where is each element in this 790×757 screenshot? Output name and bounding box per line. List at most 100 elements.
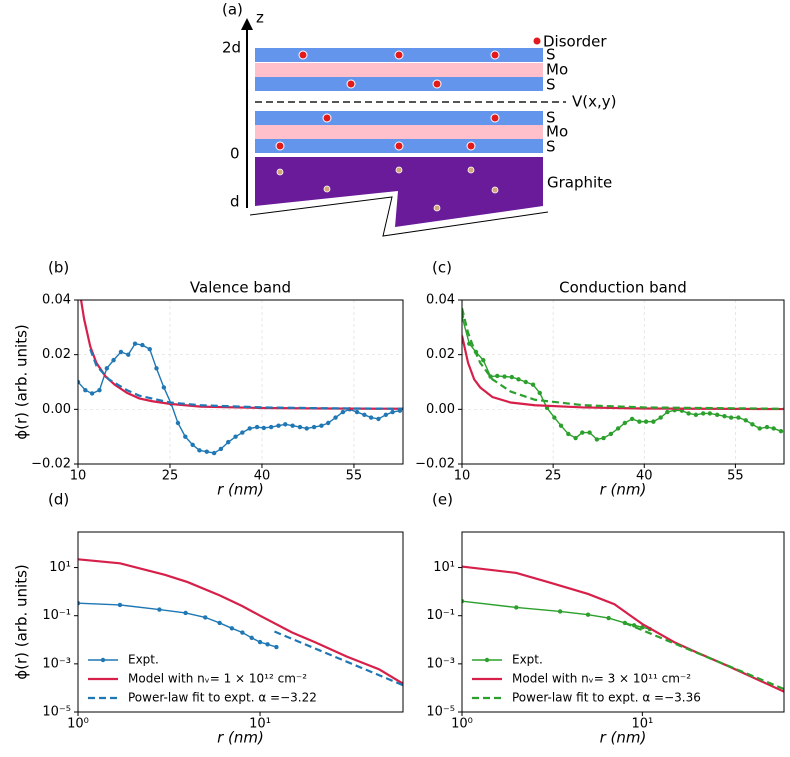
- x-axis-label: r (nm): [600, 481, 647, 499]
- y-tick-label: 0.04: [42, 293, 71, 308]
- y-tick-label: 0.02: [426, 347, 455, 362]
- data-point: [467, 341, 472, 346]
- legend-label: Model with nᵥ= 1 × 10¹² cm⁻²: [128, 672, 307, 686]
- data-point: [537, 390, 542, 396]
- data-point: [693, 412, 699, 417]
- x-tick-label: 10¹: [631, 717, 653, 732]
- layer-label: S: [546, 76, 556, 94]
- data-point: [276, 423, 281, 428]
- data-point: [658, 415, 663, 420]
- y-tick-label: 10⁻¹: [426, 608, 455, 623]
- data-point: [268, 424, 274, 430]
- y-tick-label: 10⁻¹: [42, 608, 71, 623]
- x-tick-label: 25: [545, 469, 562, 484]
- y-tick-label: −0.02: [31, 457, 71, 472]
- data-point: [97, 388, 102, 393]
- data-point: [606, 615, 611, 621]
- data-point: [340, 409, 346, 415]
- data-point: [240, 430, 245, 435]
- x-tick-label: 10: [70, 469, 87, 484]
- data-point: [585, 612, 591, 617]
- y-tick-label: 10⁻³: [42, 656, 71, 671]
- data-point: [161, 385, 167, 390]
- x-axis-label: r (nm): [217, 481, 264, 499]
- x-tick-label: 10: [454, 469, 471, 484]
- layer-label: S: [546, 46, 556, 64]
- data-point: [383, 412, 389, 417]
- panel-label: (e): [432, 491, 453, 509]
- y-tick-label: 10¹: [49, 560, 71, 575]
- data-point: [89, 391, 95, 396]
- data-point: [573, 435, 578, 441]
- data-point: [557, 609, 563, 614]
- data-point: [757, 426, 762, 431]
- data-point: [362, 412, 367, 417]
- x-tick-label: 10⁰: [451, 717, 473, 732]
- chart: (d) ϕ(r) (arb. units) r (nm) 10⁰ 10¹ 10⁻⁵ 10⁻³…: [13, 491, 404, 747]
- series-line: [462, 307, 784, 410]
- x-tick-label: 55: [346, 469, 363, 484]
- data-point: [325, 420, 331, 426]
- series-line: [624, 621, 784, 691]
- data-point: [111, 357, 116, 363]
- data-point: [714, 412, 720, 417]
- disorder-markers: [275, 50, 500, 151]
- data-point: [368, 415, 374, 420]
- data-point: [261, 425, 267, 431]
- x-axis-label: r (nm): [217, 729, 264, 747]
- legend-dot: [533, 37, 541, 45]
- data-point: [488, 374, 493, 379]
- data-point: [566, 431, 571, 437]
- data-point: [247, 426, 252, 431]
- layer-label: Mo: [546, 123, 568, 141]
- series-line: [78, 558, 403, 685]
- data-point: [509, 374, 515, 380]
- y-axis-label: ϕ(r) (arb. units): [13, 564, 31, 680]
- legend-marker: [100, 657, 106, 663]
- series-line: [462, 316, 782, 441]
- data-point: [226, 439, 231, 445]
- legend-label: Power-law fit to expt. α =−3.36: [512, 691, 701, 705]
- data-point: [552, 415, 557, 420]
- plot-area: [78, 558, 403, 687]
- data-point: [211, 450, 217, 456]
- axes-frame: [461, 531, 785, 713]
- layer-label: S: [546, 138, 556, 156]
- data-point: [481, 357, 486, 363]
- y-tick-label: 0.04: [426, 293, 455, 308]
- data-point: [665, 409, 670, 415]
- data-point: [580, 430, 585, 435]
- data-point: [631, 623, 637, 628]
- layer: [255, 77, 543, 91]
- data-point: [637, 419, 642, 424]
- data-point: [390, 409, 395, 415]
- data-point: [778, 429, 784, 434]
- layer-label: Mo: [546, 61, 568, 79]
- y-tick-label: 10¹: [433, 560, 455, 575]
- data-point: [274, 644, 279, 650]
- potential-label: V(x,y): [572, 93, 617, 111]
- data-point: [615, 426, 621, 431]
- data-point: [608, 431, 614, 437]
- data-point: [204, 449, 209, 454]
- x-axis-label: r (nm): [600, 729, 647, 747]
- y-tick-label: 10⁻⁵: [42, 705, 71, 720]
- data-point: [736, 415, 741, 420]
- panel-label: (b): [48, 259, 69, 277]
- legend-marker: [484, 657, 490, 663]
- data-point: [750, 422, 755, 427]
- plot-area: [78, 300, 403, 456]
- data-point: [217, 620, 222, 626]
- series-line: [462, 335, 784, 411]
- cut-line: [249, 196, 549, 237]
- data-point: [83, 388, 88, 393]
- data-point: [290, 423, 295, 428]
- data-point: [771, 426, 776, 431]
- data-point: [651, 419, 656, 424]
- axes-frame: [461, 299, 785, 465]
- legend-label: Expt.: [128, 653, 159, 667]
- data-point: [147, 347, 152, 352]
- x-tick-label: 10⁰: [67, 717, 89, 732]
- data-point: [516, 377, 521, 382]
